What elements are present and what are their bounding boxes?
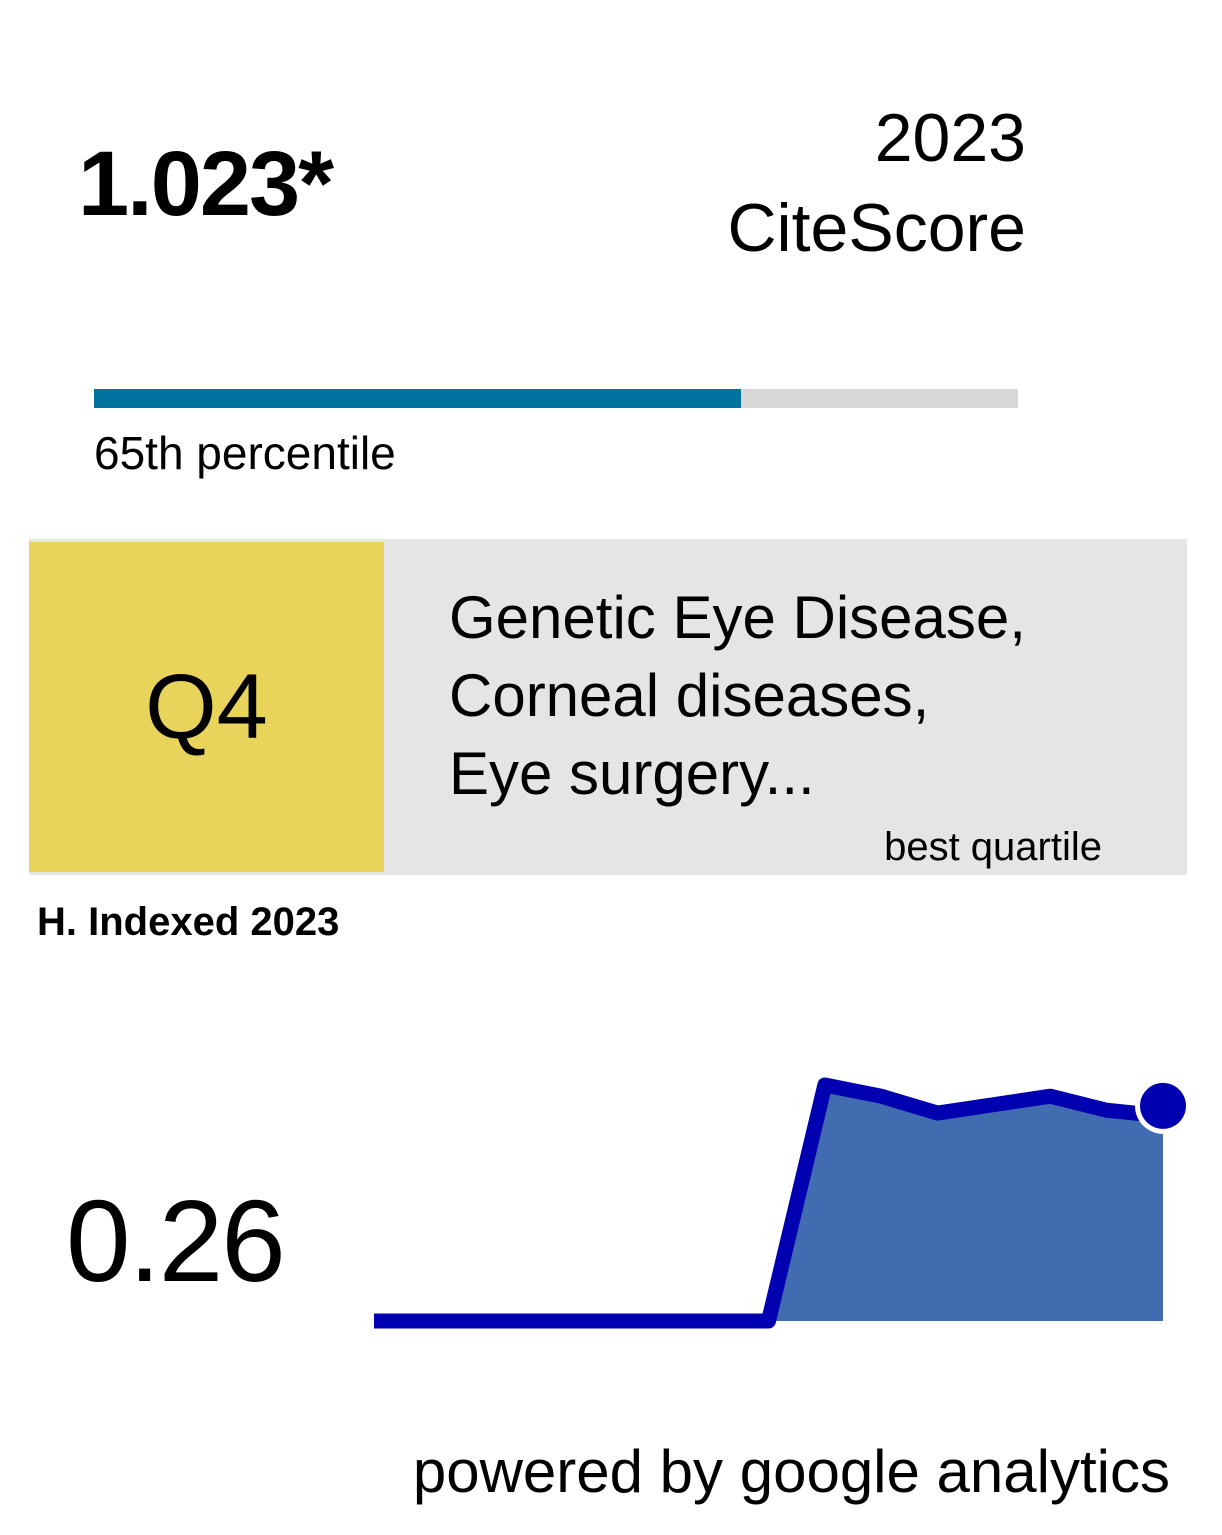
hindex-value: 0.26	[66, 1176, 286, 1306]
percentile-bar-fill	[94, 389, 741, 408]
trend-last-point	[1140, 1082, 1186, 1129]
subject-item: Eye surgery...	[449, 740, 815, 807]
quartile-badge: Q4	[29, 542, 384, 872]
quartile-panel: Q4 Genetic Eye Disease, Corneal diseases…	[29, 539, 1187, 875]
citescore-year: 2023	[874, 100, 1026, 176]
subject-list: Genetic Eye Disease, Corneal diseases, E…	[449, 579, 1026, 813]
percentile-label: 65th percentile	[94, 427, 396, 479]
citescore-value: 1.023*	[78, 133, 334, 235]
percentile-bar-track	[94, 389, 1018, 408]
subject-item: Genetic Eye Disease,	[449, 584, 1026, 651]
citescore-label: CiteScore	[727, 190, 1026, 266]
trend-area	[374, 1084, 1163, 1321]
quartile-caption: best quartile	[884, 825, 1102, 869]
footer-credit: powered by google analytics	[412, 1438, 1170, 1505]
subject-item: Corneal diseases,	[449, 662, 930, 729]
trend-line	[374, 1077, 1164, 1329]
hindex-title: H. Indexed 2023	[37, 900, 340, 944]
